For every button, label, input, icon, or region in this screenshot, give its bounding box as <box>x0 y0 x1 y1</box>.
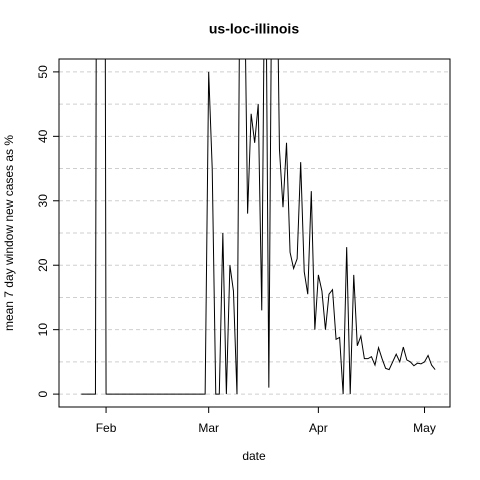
y-tick-label: 40 <box>36 129 50 143</box>
x-axis-label: date <box>242 449 266 463</box>
x-tick-label: Mar <box>198 421 219 435</box>
chart-title: us-loc-illinois <box>209 21 299 37</box>
y-tick-label: 50 <box>36 65 50 79</box>
x-tick-label: Apr <box>309 421 328 435</box>
x-tick-label: May <box>413 421 436 435</box>
data-line <box>81 59 436 395</box>
y-axis-label: mean 7 day window new cases as % <box>2 135 16 331</box>
y-tick-label: 30 <box>36 194 50 208</box>
x-tick-label: Feb <box>96 421 117 435</box>
plot-area <box>81 59 436 395</box>
plot-frame <box>58 58 451 408</box>
y-tick-label: 20 <box>36 258 50 272</box>
y-tick-label: 0 <box>36 390 50 397</box>
y-tick-label: 10 <box>36 323 50 337</box>
